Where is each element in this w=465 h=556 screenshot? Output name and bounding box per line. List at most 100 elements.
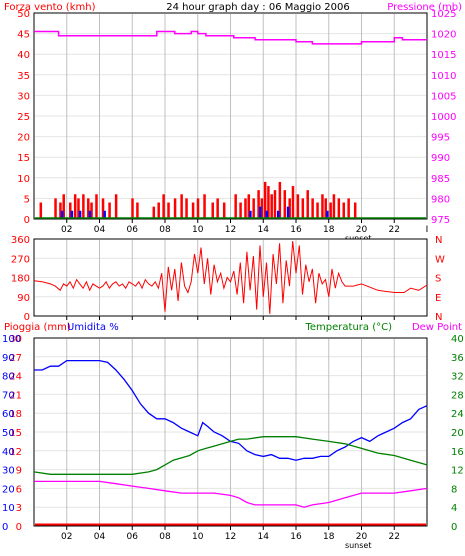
- x-tick-label: 08: [159, 225, 171, 235]
- x-tick-label: 04: [94, 225, 106, 235]
- x-tick-label: 22: [389, 532, 400, 542]
- gust-bar: [69, 202, 72, 218]
- humidity-line: [34, 359, 428, 461]
- rain-tick-label: 24: [9, 372, 22, 383]
- temperature-tick-label: 0: [451, 522, 457, 533]
- y-tick-label-left: 20: [17, 133, 30, 144]
- compass-label: W: [435, 254, 445, 265]
- humidity-tick-label: 10: [2, 503, 15, 514]
- gust-bar: [59, 202, 62, 218]
- humidity-tick-label: 40: [2, 447, 15, 458]
- gust-bar: [54, 198, 57, 218]
- gust-bar: [244, 198, 247, 218]
- temperature-tick-label: 16: [451, 447, 464, 458]
- gust-bar: [216, 198, 219, 218]
- gust-bar: [77, 198, 80, 218]
- gust-bar: [291, 186, 295, 218]
- x-tick-label: 18: [323, 532, 335, 542]
- gust-bar: [108, 202, 111, 218]
- gust-bar: [95, 194, 98, 218]
- gust-bar: [270, 194, 273, 218]
- y-tick-label-right: 1000: [431, 112, 456, 123]
- wind-speed-axis-label: Forza vento (kmh): [4, 2, 96, 13]
- humidity-temperature-panel: 02 04 06 08 10 12 14 16 18 20 22sunset036912151821…: [2, 334, 464, 550]
- y-tick-label-left: 0: [24, 215, 30, 226]
- gust-bar: [267, 186, 270, 218]
- wind-bar: [103, 210, 106, 218]
- rain-tick-label: 9: [16, 466, 22, 477]
- compass-label: N: [435, 235, 442, 246]
- wind-bar: [70, 210, 74, 218]
- pressure-line: [34, 30, 427, 45]
- rain-tick-label: 18: [9, 409, 22, 420]
- gust-bar: [157, 202, 160, 218]
- temperature-tick-label: 40: [451, 334, 464, 345]
- y-tick-label-right: 1010: [431, 71, 456, 82]
- x-tick-label: 16: [290, 532, 302, 542]
- gust-bar: [283, 190, 287, 218]
- gust-bar: [203, 194, 206, 218]
- y-tick-label-right: 1020: [431, 30, 456, 41]
- y-tick-label-right: 975: [431, 215, 450, 226]
- humidity-tick-label: 20: [2, 484, 15, 495]
- gust-bar: [288, 198, 291, 218]
- temperature-tick-label: 20: [451, 428, 464, 439]
- wind-bar: [258, 206, 262, 218]
- gust-bar: [342, 202, 345, 218]
- x-tick-label: 12: [225, 225, 236, 235]
- y-tick-label-right: 995: [431, 133, 450, 144]
- wind-bar: [60, 210, 64, 218]
- x-tick-label: 02: [61, 225, 72, 235]
- rain-tick-label: 6: [16, 484, 22, 495]
- gust-bar: [167, 202, 170, 218]
- gust-bar: [152, 206, 156, 218]
- temperature-tick-label: 12: [451, 466, 464, 477]
- gust-bar: [101, 198, 105, 218]
- temperature-tick-label: 24: [451, 409, 464, 420]
- rain-tick-label: 0: [16, 522, 22, 533]
- wind-bar: [249, 210, 252, 218]
- temperature-tick-label: 32: [451, 372, 464, 383]
- dewpoint-line: [34, 480, 428, 508]
- gust-bar: [173, 198, 177, 218]
- y-tick-label-left: 10: [17, 174, 30, 185]
- gust-bar: [247, 194, 251, 218]
- x-tick-label: 08: [159, 532, 171, 542]
- y-tick-label-left: 360: [11, 235, 30, 246]
- gust-bar: [234, 194, 237, 218]
- gust-bar: [90, 202, 93, 218]
- compass-label: S: [435, 274, 441, 285]
- temperature-axis-label: Temperatura (°C): [304, 322, 392, 333]
- gust-bar: [296, 194, 300, 218]
- gust-bar: [347, 198, 350, 218]
- gust-bar: [278, 181, 282, 218]
- x-tick-label: 06: [127, 225, 139, 235]
- gust-bar: [131, 198, 134, 218]
- x-tick-label: 12: [225, 532, 236, 542]
- pressure-axis-label: Pressione (mb): [387, 2, 462, 13]
- direction-line: [33, 241, 428, 314]
- wind-pressure-panel: 0204060810121416182022Isunset05101520253…: [17, 9, 456, 243]
- x-tick-label: 20: [356, 532, 368, 542]
- temperature-tick-label: 28: [451, 390, 464, 401]
- humidity-axis-label: Umidita %: [67, 322, 119, 333]
- y-tick-label-right: 985: [431, 174, 450, 185]
- temperature-tick-label: 4: [451, 503, 457, 514]
- gust-bar: [263, 181, 267, 218]
- y-tick-label-left: 30: [17, 91, 30, 102]
- dewpoint-axis-label: Dew Point: [412, 322, 462, 333]
- gust-bar: [316, 202, 319, 218]
- humidity-tick-label: 0: [2, 522, 8, 533]
- x-tick-label: 06: [127, 532, 139, 542]
- gust-bar: [185, 198, 188, 218]
- wind-bar: [276, 210, 280, 218]
- x-tick-label: 22: [389, 225, 400, 235]
- x-tick-label: 18: [323, 225, 335, 235]
- y-tick-label-right: 1015: [431, 50, 456, 61]
- gust-bar: [337, 198, 341, 218]
- gust-bar: [39, 202, 43, 218]
- y-tick-label-right: 980: [431, 194, 450, 205]
- x-tick-label: 16: [290, 225, 302, 235]
